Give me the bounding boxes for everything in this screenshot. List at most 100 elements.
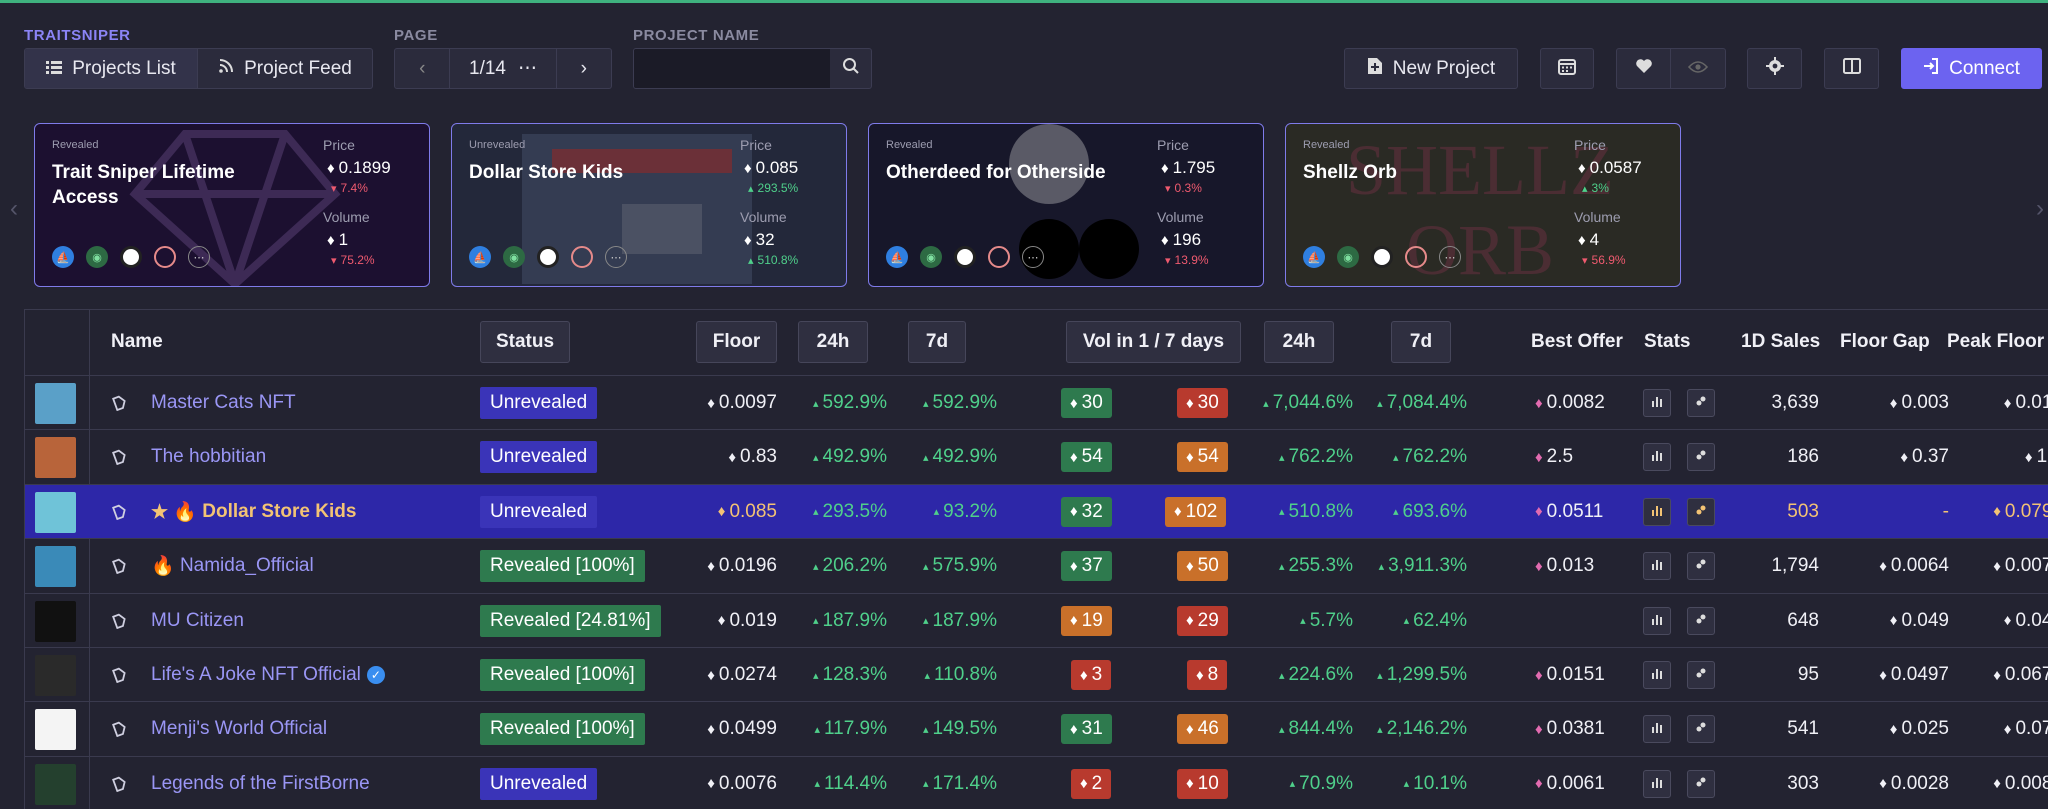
layout-button[interactable] (1824, 48, 1879, 89)
project-name[interactable]: Life's A Joke NFT Official ✓ (151, 648, 385, 702)
gem-icon[interactable] (154, 246, 176, 268)
x2y2-icon[interactable] (537, 246, 559, 268)
pin-icon[interactable] (111, 376, 131, 430)
col-header-1d-sales[interactable]: 1D Sales (1741, 331, 1821, 352)
prev-page-button[interactable]: ‹ (395, 49, 451, 88)
table-row[interactable]: Menji's World Official Revealed [100%] ♦… (25, 701, 2048, 755)
table-row[interactable]: Legends of the FirstBorne Unrevealed ♦ 0.… (25, 755, 2048, 809)
featured-card[interactable]: Revealed Trait Sniper Lifetime Access Pr… (34, 123, 430, 287)
search-input[interactable] (634, 49, 830, 88)
carousel-prev-button[interactable]: ‹ (10, 195, 18, 222)
project-thumbnail[interactable] (35, 491, 76, 533)
col-header-status[interactable]: Status (480, 321, 570, 363)
more-icon[interactable]: ⋯ (1022, 246, 1044, 268)
table-row[interactable]: MU Citizen Revealed [24.81%] ♦ 0.019 ▴ 187… (25, 592, 2048, 648)
project-thumbnail[interactable] (35, 655, 76, 696)
pin-icon[interactable] (111, 702, 131, 756)
opensea-icon[interactable]: ⛵ (1303, 246, 1325, 268)
stats-holders-button[interactable] (1687, 443, 1715, 472)
stats-chart-button[interactable] (1643, 497, 1671, 526)
connect-button[interactable]: Connect (1901, 48, 2042, 89)
col-header-vol-7d[interactable]: 7d (1391, 321, 1451, 363)
pin-icon[interactable] (111, 594, 131, 648)
opensea-icon[interactable]: ⛵ (469, 246, 491, 268)
pin-icon[interactable] (111, 757, 131, 809)
project-name[interactable]: MU Citizen (151, 594, 244, 648)
stats-holders-button[interactable] (1687, 769, 1715, 798)
gem-icon[interactable] (571, 246, 593, 268)
col-header-floor[interactable]: Floor (696, 321, 777, 363)
featured-card[interactable]: SHELLZ ORB Revealed Shellz Orb Price ♦ 0.0… (1285, 123, 1681, 287)
stats-holders-button[interactable] (1687, 389, 1715, 417)
stats-chart-button[interactable] (1643, 389, 1671, 417)
project-thumbnail[interactable] (35, 709, 76, 751)
looksrare-icon[interactable]: ◉ (1337, 246, 1359, 268)
stats-chart-button[interactable] (1643, 769, 1671, 798)
looksrare-icon[interactable]: ◉ (86, 246, 108, 268)
project-name[interactable]: Menji's World Official (151, 702, 327, 756)
project-thumbnail[interactable] (35, 383, 76, 424)
col-header-floor-7d[interactable]: 7d (908, 321, 966, 363)
stats-chart-button[interactable] (1643, 661, 1671, 689)
opensea-icon[interactable]: ⛵ (52, 246, 74, 268)
page-indicator[interactable]: 1/14 ⋯ (450, 49, 557, 88)
col-header-volume[interactable]: Vol in 1 / 7 days (1066, 321, 1241, 363)
more-icon[interactable]: ⋯ (605, 246, 627, 268)
table-row[interactable]: Master Cats NFT Unrevealed ♦ 0.0097 ▴ 592.… (25, 375, 2048, 429)
stats-chart-button[interactable] (1643, 606, 1671, 635)
more-icon[interactable]: ⋯ (1439, 246, 1461, 268)
watch-button[interactable] (1671, 49, 1725, 88)
featured-card[interactable]: Unrevealed Dollar Store Kids Price ♦ 0.08… (451, 123, 847, 287)
table-row[interactable]: Life's A Joke NFT Official ✓ Revealed [1… (25, 647, 2048, 701)
stats-chart-button[interactable] (1643, 715, 1671, 744)
col-header-vol-24h[interactable]: 24h (1264, 321, 1334, 363)
col-header-floor-gap[interactable]: Floor Gap (1840, 331, 1930, 352)
projects-list-button[interactable]: Projects List (25, 49, 198, 88)
pin-icon[interactable] (111, 485, 131, 539)
stats-holders-button[interactable] (1687, 715, 1715, 744)
stats-holders-button[interactable] (1687, 552, 1715, 581)
stats-chart-button[interactable] (1643, 552, 1671, 581)
looksrare-icon[interactable]: ◉ (920, 246, 942, 268)
table-row[interactable]: The hobbitian Unrevealed ♦ 0.83 ▴ 492.9% ▴… (25, 429, 2048, 483)
project-thumbnail[interactable] (35, 437, 76, 479)
pin-icon[interactable] (111, 430, 131, 484)
search-button[interactable] (830, 49, 871, 88)
table-row[interactable]: ★ 🔥 Dollar Store Kids Unrevealed ♦ 0.085 … (25, 483, 2048, 539)
gem-icon[interactable] (988, 246, 1010, 268)
x2y2-icon[interactable] (1371, 246, 1393, 268)
stats-holders-button[interactable] (1687, 606, 1715, 635)
opensea-icon[interactable]: ⛵ (886, 246, 908, 268)
project-name[interactable]: The hobbitian (151, 430, 266, 484)
settings-button[interactable] (1747, 48, 1802, 89)
stats-chart-button[interactable] (1643, 443, 1671, 472)
stats-holders-button[interactable] (1687, 661, 1715, 689)
next-page-button[interactable]: › (557, 49, 611, 88)
col-header-floor-24h[interactable]: 24h (798, 321, 868, 363)
favorites-button[interactable] (1617, 49, 1672, 88)
col-header-name[interactable]: Name (111, 331, 163, 352)
project-name[interactable]: 🔥 Namida_Official (151, 539, 314, 593)
project-thumbnail[interactable] (35, 600, 76, 642)
gem-icon[interactable] (1405, 246, 1427, 268)
stats-holders-button[interactable] (1687, 497, 1715, 526)
col-header-peak-floor[interactable]: Peak Floor (1947, 331, 2045, 352)
calendar-button[interactable] (1540, 48, 1594, 89)
x2y2-icon[interactable] (954, 246, 976, 268)
pin-icon[interactable] (111, 648, 131, 702)
project-feed-button[interactable]: Project Feed (198, 49, 372, 88)
project-name[interactable]: Legends of the FirstBorne (151, 757, 370, 809)
looksrare-icon[interactable]: ◉ (503, 246, 525, 268)
project-name[interactable]: Master Cats NFT (151, 376, 296, 430)
carousel-next-button[interactable]: › (2036, 195, 2044, 222)
col-header-best-offer[interactable]: Best Offer (1531, 331, 1623, 352)
featured-card[interactable]: Revealed Otherdeed for Otherside Price ♦… (868, 123, 1264, 287)
more-icon[interactable]: ⋯ (188, 246, 210, 268)
project-thumbnail[interactable] (35, 546, 76, 588)
pin-icon[interactable] (111, 539, 131, 593)
table-row[interactable]: 🔥 Namida_Official Revealed [100%] ♦ 0.019… (25, 538, 2048, 592)
project-name[interactable]: ★ 🔥 Dollar Store Kids (151, 485, 356, 539)
project-thumbnail[interactable] (35, 763, 76, 805)
x2y2-icon[interactable] (120, 246, 142, 268)
new-project-button[interactable]: New Project (1344, 48, 1518, 89)
